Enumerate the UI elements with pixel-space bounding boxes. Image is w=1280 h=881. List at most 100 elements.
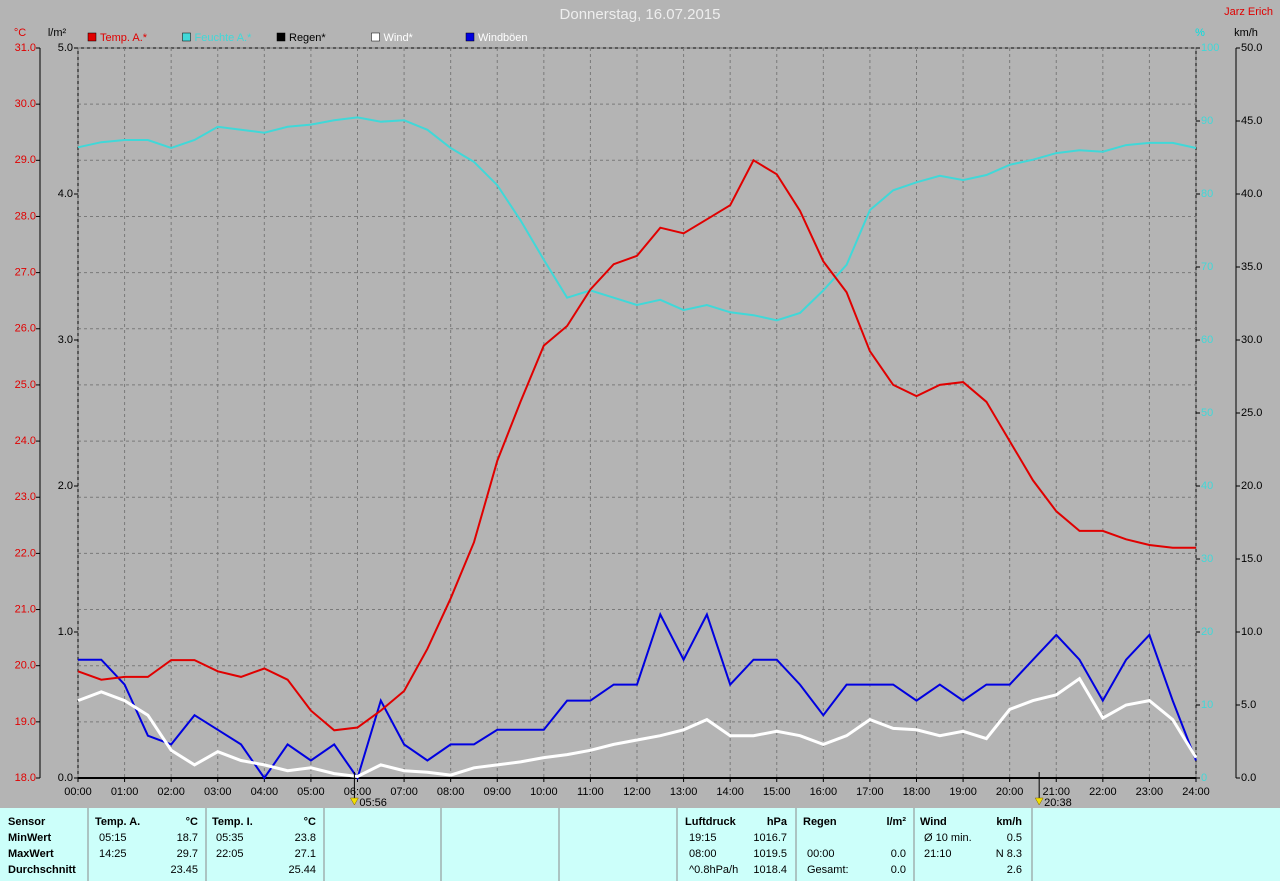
- x-tick-label: 12:00: [623, 786, 651, 798]
- table-cell: 0.5: [1007, 832, 1022, 844]
- y-tick-label: 23.0: [15, 491, 36, 503]
- y-tick-label: 29.0: [15, 154, 36, 166]
- x-tick-label: 01:00: [111, 786, 139, 798]
- y-tick-label: 1.0: [58, 626, 73, 638]
- table-cell: 21:10: [924, 848, 952, 860]
- y-tick-label: 25.0: [1241, 407, 1262, 419]
- x-tick-label: 14:00: [716, 786, 744, 798]
- x-tick-label: 08:00: [437, 786, 465, 798]
- legend-label: Temp. A.*: [100, 32, 148, 44]
- table-cell: 1016.7: [753, 832, 787, 844]
- y-tick-label: 0.0: [58, 772, 73, 784]
- table-cell: 29.7: [177, 848, 198, 860]
- column-unit: km/h: [996, 816, 1022, 828]
- x-tick-label: 15:00: [763, 786, 791, 798]
- table-cell: ^0.8hPa/h: [689, 864, 738, 876]
- column-header: Temp. I.: [212, 816, 253, 828]
- y-tick-label: 0.0: [1241, 772, 1256, 784]
- row-label: MinWert: [8, 832, 52, 844]
- table-cell: Ø 10 min.: [924, 832, 972, 844]
- x-tick-label: 00:00: [64, 786, 92, 798]
- y-tick-label: 15.0: [1241, 553, 1262, 565]
- y-tick-label: 70: [1201, 261, 1213, 273]
- column-header: Luftdruck: [685, 816, 737, 828]
- legend-swatch: [276, 32, 286, 42]
- x-tick-label: 02:00: [157, 786, 185, 798]
- table-cell: Gesamt:: [807, 864, 849, 876]
- legend-swatch: [371, 32, 380, 42]
- table-cell: 1018.4: [753, 864, 787, 876]
- x-tick-label: 22:00: [1089, 786, 1117, 798]
- column-unit: hPa: [767, 816, 788, 828]
- y-tick-label: 20: [1201, 626, 1213, 638]
- y-tick-label: 10: [1201, 699, 1213, 711]
- plot-area: 00:00 01:00 02:00 03:00 04:00 05:00 06:00 07:00…: [15, 32, 1263, 809]
- table-cell: 05:15: [99, 832, 127, 844]
- legend-label: Wind*: [384, 32, 414, 44]
- y-tick-label: 20.0: [1241, 480, 1262, 492]
- column-header: Regen: [803, 816, 837, 828]
- legend-label: Windböen: [478, 32, 528, 44]
- y-tick-label: 90: [1201, 115, 1213, 127]
- column-header: Wind: [920, 816, 947, 828]
- x-tick-label: 09:00: [483, 786, 511, 798]
- y-tick-label: 20.0: [15, 660, 36, 672]
- x-tick-label: 03:00: [204, 786, 232, 798]
- table-cell: 0.0: [891, 864, 906, 876]
- y-tick-label: 4.0: [58, 188, 73, 200]
- table-cell: 18.7: [177, 832, 198, 844]
- y-tick-label: 50.0: [1241, 42, 1262, 54]
- column-header: Temp. A.: [95, 816, 140, 828]
- legend-label: Feuchte A.*: [195, 32, 253, 44]
- y-tick-label: 28.0: [15, 210, 36, 222]
- x-tick-label: 13:00: [670, 786, 698, 798]
- y-tick-label: 45.0: [1241, 115, 1262, 127]
- annotation-label: 05:56: [359, 797, 387, 809]
- legend-swatch: [182, 32, 191, 42]
- x-tick-label: 19:00: [949, 786, 977, 798]
- y-tick-label: 18.0: [15, 772, 36, 784]
- table-cell: 05:35: [216, 832, 244, 844]
- y2-axis-title: km/h: [1234, 27, 1258, 39]
- y-tick-label: 30: [1201, 553, 1213, 565]
- x-tick-label: 10:00: [530, 786, 558, 798]
- x-tick-label: 24:00: [1182, 786, 1210, 798]
- y4-axis-title: %: [1195, 27, 1205, 39]
- x-tick-label: 18:00: [903, 786, 931, 798]
- series-line: [77, 676, 1198, 779]
- x-tick-label: 05:00: [297, 786, 325, 798]
- x-tick-label: 11:00: [577, 786, 604, 798]
- annotation-marker: [349, 797, 359, 806]
- legend-label: Regen*: [289, 32, 326, 44]
- table-cell: 0.0: [891, 848, 906, 860]
- table-cell: 2.6: [1007, 864, 1022, 876]
- y-tick-label: 5.0: [58, 42, 73, 54]
- y-tick-label: 31.0: [15, 42, 36, 54]
- table-cell: 19:15: [689, 832, 717, 844]
- legend-swatch: [465, 32, 475, 42]
- table-cell: 1019.5: [753, 848, 787, 860]
- x-tick-label: 06:00: [344, 786, 372, 798]
- x-tick-label: 20:00: [996, 786, 1024, 798]
- table-cell: 00:00: [807, 848, 835, 860]
- y-tick-label: 80: [1201, 188, 1213, 200]
- table-cell: 23.45: [170, 864, 198, 876]
- author: Jarz Erich: [1224, 6, 1273, 18]
- series-line: [78, 611, 1197, 781]
- y-tick-label: 27.0: [15, 267, 36, 279]
- y-tick-label: 100: [1201, 42, 1219, 54]
- series-line: [77, 116, 1197, 322]
- y-tick-label: 10.0: [1241, 626, 1262, 638]
- x-tick-label: 17:00: [856, 786, 884, 798]
- y-tick-label: 5.0: [1241, 699, 1256, 711]
- y-tick-label: 2.0: [58, 480, 73, 492]
- annotation-marker: [1034, 797, 1044, 806]
- column-unit: l/m²: [886, 816, 906, 828]
- x-tick-label: 07:00: [390, 786, 418, 798]
- y-tick-label: 21.0: [15, 603, 36, 615]
- y-tick-label: 50: [1201, 407, 1213, 419]
- legend-swatch: [87, 32, 97, 42]
- table-cell: 25.44: [288, 864, 316, 876]
